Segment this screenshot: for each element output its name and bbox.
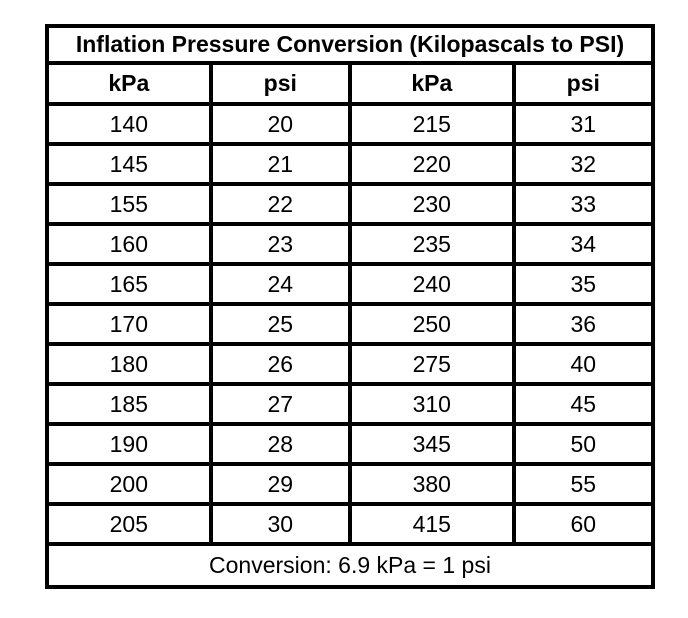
cell-kpa-left: 155 <box>45 182 213 226</box>
header-kpa-left: kPa <box>45 61 213 106</box>
cell-psi-right: 50 <box>511 422 656 466</box>
cell-kpa-left: 185 <box>45 382 213 426</box>
cell-psi-left: 27 <box>208 382 352 426</box>
cell-kpa-left: 165 <box>45 262 213 306</box>
cell-psi-right: 60 <box>511 502 656 546</box>
header-kpa-right: kPa <box>347 61 516 106</box>
header-psi-left: psi <box>208 61 352 106</box>
cell-psi-right: 36 <box>511 302 656 346</box>
table-row: 180 26 275 40 <box>45 342 656 386</box>
cell-psi-left: 22 <box>208 182 352 226</box>
table-header-row: kPa psi kPa psi <box>45 61 656 106</box>
table-row: 145 21 220 32 <box>45 142 656 186</box>
header-psi-right: psi <box>511 61 656 106</box>
table-row: 200 29 380 55 <box>45 462 656 506</box>
cell-kpa-right: 215 <box>347 102 516 146</box>
table-footer-row: Conversion: 6.9 kPa = 1 psi <box>45 542 655 589</box>
cell-kpa-right: 380 <box>347 462 516 506</box>
cell-psi-right: 31 <box>511 102 656 146</box>
cell-psi-left: 23 <box>208 222 352 266</box>
cell-psi-left: 25 <box>208 302 352 346</box>
cell-kpa-right: 220 <box>347 142 516 186</box>
conversion-note: Conversion: 6.9 kPa = 1 psi <box>45 542 655 589</box>
inflation-pressure-conversion-table: Inflation Pressure Conversion (Kilopasca… <box>45 24 656 589</box>
cell-kpa-left: 200 <box>45 462 213 506</box>
cell-kpa-right: 415 <box>347 502 516 546</box>
cell-kpa-right: 310 <box>347 382 516 426</box>
table-row: 160 23 235 34 <box>45 222 656 266</box>
table-row: 165 24 240 35 <box>45 262 656 306</box>
cell-kpa-right: 250 <box>347 302 516 346</box>
table-row: 155 22 230 33 <box>45 182 656 226</box>
cell-psi-left: 29 <box>208 462 352 506</box>
cell-psi-left: 28 <box>208 422 352 466</box>
cell-psi-right: 34 <box>511 222 656 266</box>
cell-psi-left: 26 <box>208 342 352 386</box>
cell-psi-left: 30 <box>208 502 352 546</box>
cell-psi-left: 20 <box>208 102 352 146</box>
cell-psi-left: 21 <box>208 142 352 186</box>
table-title-row: Inflation Pressure Conversion (Kilopasca… <box>45 24 655 65</box>
cell-kpa-left: 140 <box>45 102 213 146</box>
table-row: 185 27 310 45 <box>45 382 656 426</box>
cell-kpa-right: 345 <box>347 422 516 466</box>
cell-kpa-right: 275 <box>347 342 516 386</box>
cell-kpa-left: 170 <box>45 302 213 346</box>
cell-kpa-left: 160 <box>45 222 213 266</box>
cell-psi-right: 40 <box>511 342 656 386</box>
cell-kpa-right: 235 <box>347 222 516 266</box>
cell-kpa-right: 240 <box>347 262 516 306</box>
cell-kpa-left: 180 <box>45 342 213 386</box>
cell-kpa-left: 205 <box>45 502 213 546</box>
cell-kpa-left: 145 <box>45 142 213 186</box>
cell-kpa-left: 190 <box>45 422 213 466</box>
table-row: 190 28 345 50 <box>45 422 656 466</box>
cell-psi-right: 35 <box>511 262 656 306</box>
table-row: 170 25 250 36 <box>45 302 656 346</box>
table-row: 140 20 215 31 <box>45 102 656 146</box>
table-title: Inflation Pressure Conversion (Kilopasca… <box>45 24 655 65</box>
cell-psi-right: 55 <box>511 462 656 506</box>
cell-psi-right: 32 <box>511 142 656 186</box>
cell-kpa-right: 230 <box>347 182 516 226</box>
cell-psi-right: 33 <box>511 182 656 226</box>
cell-psi-left: 24 <box>208 262 352 306</box>
cell-psi-right: 45 <box>511 382 656 426</box>
table-row: 205 30 415 60 <box>45 502 656 546</box>
